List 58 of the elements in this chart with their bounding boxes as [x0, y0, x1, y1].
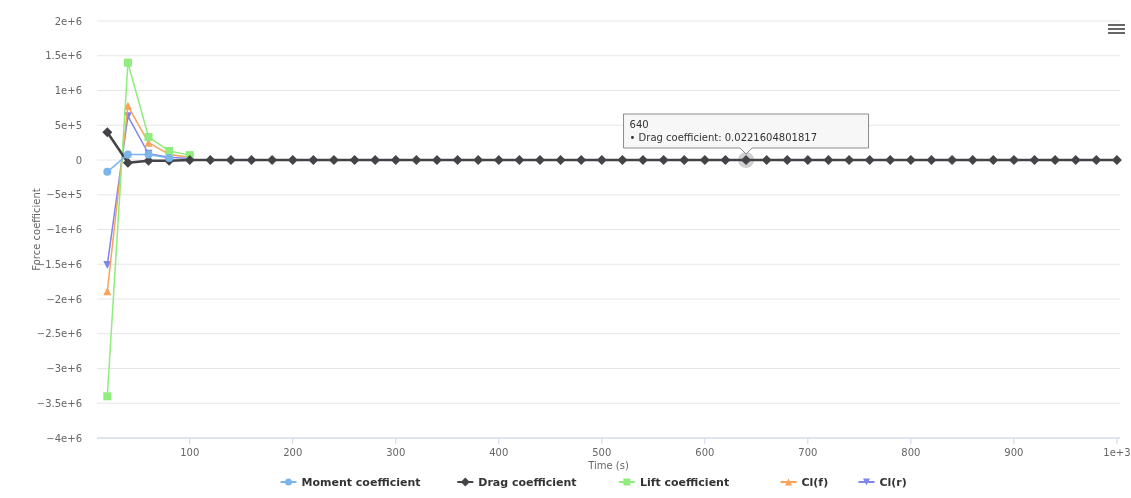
y-tick-label: −3.5e+6 — [36, 397, 82, 409]
x-tick-label: 1e+3 — [1103, 447, 1131, 458]
point — [988, 155, 999, 165]
point — [823, 155, 834, 165]
x-tick-label: 100 — [180, 447, 200, 458]
point — [926, 155, 937, 165]
point — [761, 155, 772, 165]
point — [555, 155, 566, 165]
x-tick-label: 800 — [901, 447, 921, 458]
legend-label: Cl(r) — [879, 476, 907, 489]
point — [658, 155, 669, 165]
point — [452, 155, 463, 165]
y-tick-label: −2.5e+6 — [36, 328, 82, 340]
x-tick-label: 600 — [695, 447, 715, 458]
point — [165, 146, 174, 155]
y-tick-label: 5e+5 — [54, 119, 82, 131]
point — [349, 155, 360, 165]
y-tick-label: −1e+6 — [46, 224, 82, 235]
y-tick-label: 2e+6 — [54, 15, 82, 27]
point — [123, 150, 132, 159]
point — [122, 157, 133, 168]
y-tick-label: 1.5e+6 — [45, 50, 82, 62]
point — [411, 155, 422, 165]
point — [103, 392, 112, 401]
y-tick-label: −3e+6 — [46, 363, 82, 374]
point — [617, 155, 628, 165]
point — [864, 155, 875, 165]
point — [308, 155, 319, 165]
y-tick-label: −2e+6 — [46, 293, 82, 305]
y-tick-label: −5e+5 — [46, 189, 82, 201]
x-tick-label: 500 — [592, 447, 612, 458]
legend-label: Moment coefficient — [301, 476, 421, 489]
y-tick-label: 1e+6 — [54, 85, 82, 96]
point — [1029, 155, 1040, 165]
x-tick-label: 200 — [283, 447, 303, 458]
x-axis-title: Time (s) — [587, 460, 629, 471]
x-tick-label: 300 — [386, 447, 406, 458]
point — [144, 133, 153, 142]
annotation: 640 • Drag coefficient: 0.0221604801817 — [629, 119, 817, 143]
point — [1070, 155, 1081, 165]
point — [967, 155, 978, 165]
x-tick-label: 700 — [798, 447, 818, 458]
legend-label: Drag coefficient — [478, 476, 577, 489]
point — [205, 155, 216, 165]
point — [1091, 155, 1102, 165]
x-tick-label: 900 — [1004, 447, 1024, 458]
point — [514, 155, 525, 165]
x-tick-label: 400 — [489, 447, 509, 458]
legend-label: Cl(f) — [801, 476, 829, 489]
y-tick-label: −4e+6 — [46, 432, 82, 444]
y-tick-label: 0 — [75, 154, 82, 166]
legend-label: Lift coefficient — [639, 476, 730, 489]
point — [246, 155, 257, 165]
point — [720, 155, 731, 165]
point — [103, 167, 112, 176]
point — [103, 260, 112, 269]
point — [123, 58, 132, 67]
point — [102, 127, 113, 138]
